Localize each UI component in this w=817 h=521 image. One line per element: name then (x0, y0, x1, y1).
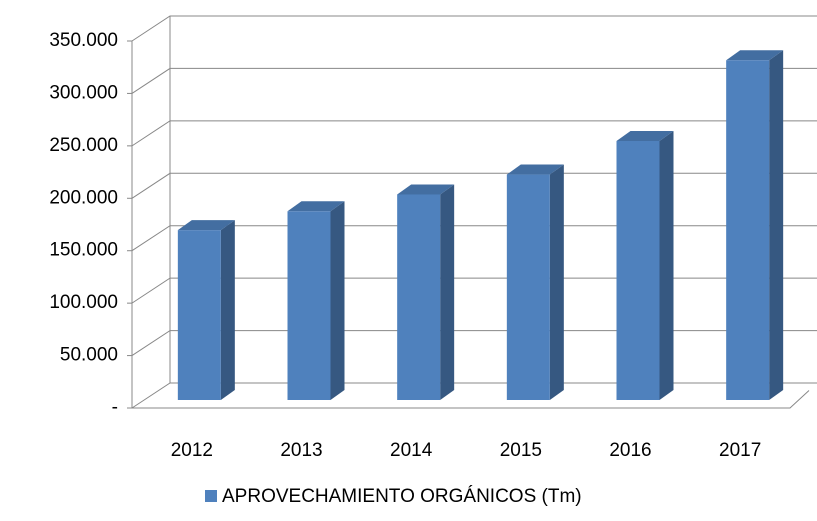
bar-side (440, 184, 455, 400)
grid-line (131, 172, 817, 199)
y-tick-label: 300.000 (49, 82, 118, 103)
bar (397, 194, 441, 400)
bar (177, 230, 221, 400)
y-tick-label: 50.000 (60, 345, 118, 366)
bar-top (397, 184, 455, 195)
y-tick-label: 250.000 (49, 135, 118, 156)
bar (616, 141, 660, 400)
grid-line (131, 382, 817, 409)
bar-top (506, 164, 564, 175)
grid-line (131, 67, 817, 94)
grid-line (131, 120, 817, 147)
grid-line (131, 225, 817, 252)
y-tick-label: 200.000 (49, 187, 118, 208)
bar (287, 211, 331, 400)
floor (132, 390, 810, 409)
bar-top (177, 220, 235, 231)
x-tick-label: 2013 (280, 440, 322, 461)
x-tick-label: 2015 (500, 440, 542, 461)
legend-swatch (205, 490, 217, 502)
x-tick-label: 2012 (171, 440, 213, 461)
bar-top (287, 201, 345, 212)
bar-side (549, 164, 564, 400)
bar-side (659, 131, 674, 400)
grid-line (131, 15, 817, 42)
bar-side (330, 201, 345, 400)
x-tick-label: 2017 (719, 440, 761, 461)
x-tick-label: 2014 (390, 440, 433, 461)
y-tick-label: 150.000 (49, 240, 118, 261)
x-tick-label: 2016 (609, 440, 651, 461)
legend-label: APROVECHAMIENTO ORGÁNICOS (Tm) (222, 486, 582, 507)
bar-side (769, 50, 784, 401)
bar-top (726, 50, 784, 61)
y-tick-label: 100.000 (49, 292, 118, 313)
bar (506, 174, 550, 400)
bar-side (220, 220, 235, 400)
grid-line (131, 330, 817, 356)
bar (726, 60, 770, 401)
bar-top (616, 131, 674, 142)
grid-line (131, 277, 817, 304)
y-tick-label: - (112, 397, 118, 418)
y-tick-label: 350.000 (49, 30, 118, 51)
